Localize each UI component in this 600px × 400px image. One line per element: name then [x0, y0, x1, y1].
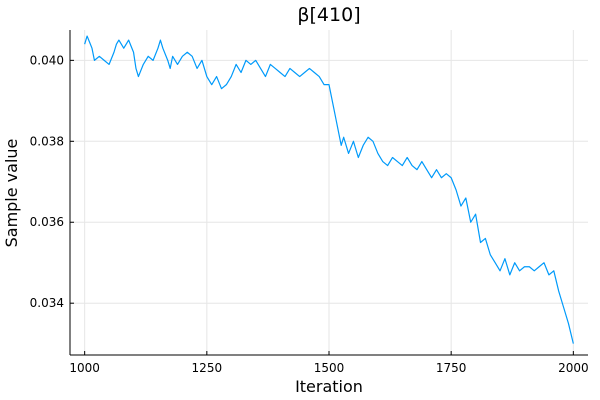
- series-line-0: [84, 35, 574, 344]
- y-tick-label: 0.040: [30, 53, 64, 67]
- series-layer: [84, 35, 574, 344]
- y-tick-label: 0.034: [30, 296, 64, 310]
- x-tick-label: 1250: [192, 361, 223, 375]
- x-tick-label: 1000: [69, 361, 100, 375]
- x-tick-label: 1750: [436, 361, 467, 375]
- x-ticks: 1000 1250 1500 1750 2000: [69, 351, 589, 375]
- y-ticks: 0.034 0.036 0.038 0.040: [30, 53, 74, 310]
- x-tick-label: 2000: [558, 361, 589, 375]
- chart-title: β[410]: [297, 4, 360, 26]
- y-tick-label: 0.036: [30, 215, 64, 229]
- y-axis-label: Sample value: [2, 139, 21, 248]
- x-tick-label: 1500: [314, 361, 345, 375]
- x-axis-label: Iteration: [295, 377, 363, 396]
- y-tick-label: 0.038: [30, 134, 64, 148]
